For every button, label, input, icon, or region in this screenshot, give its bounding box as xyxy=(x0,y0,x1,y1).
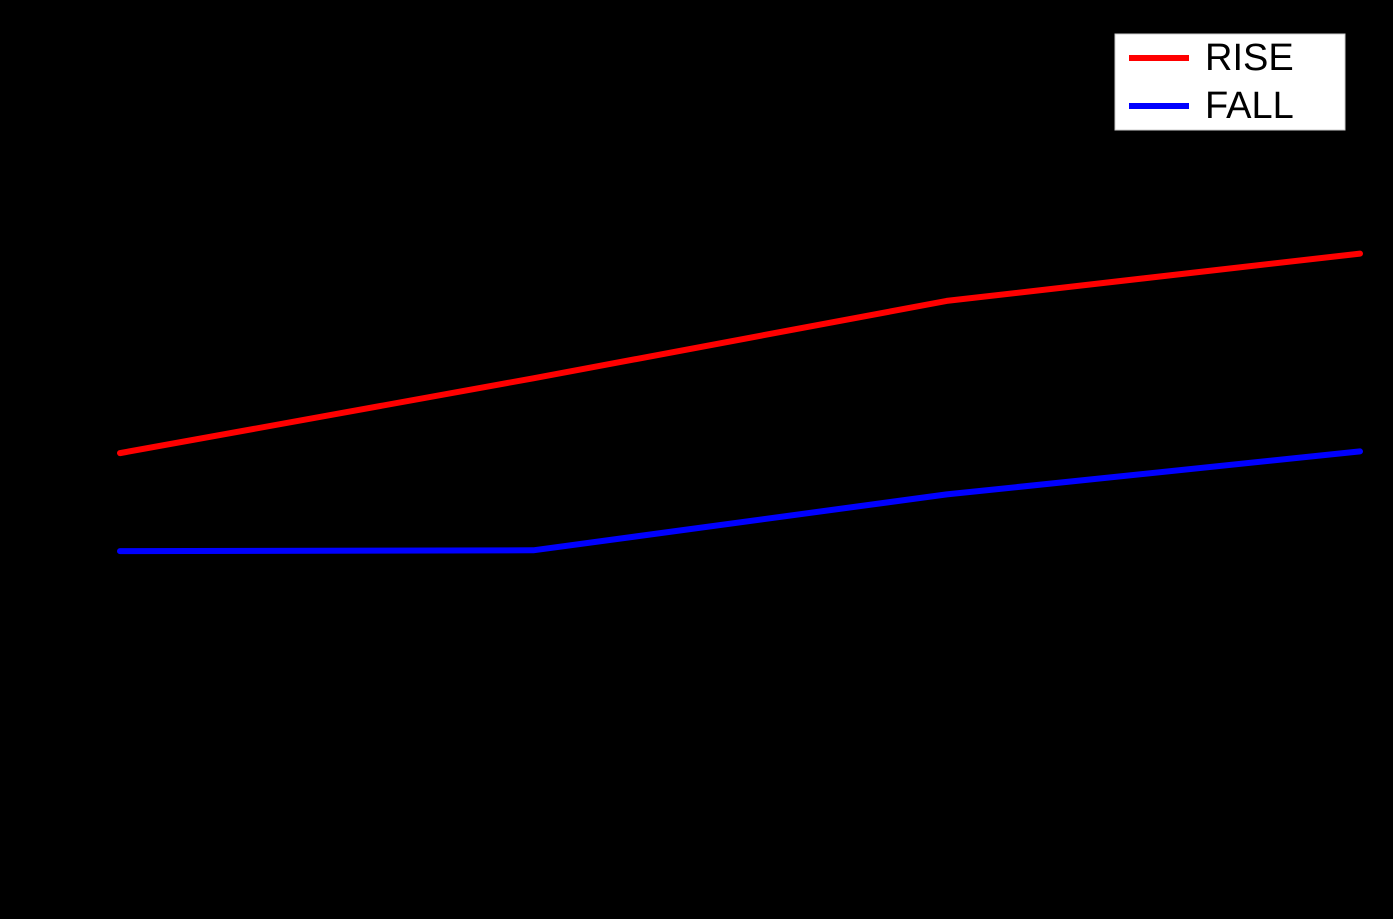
legend-label-rise: RISE xyxy=(1205,37,1294,79)
plot-area xyxy=(120,30,1360,890)
legend: RISE FALL xyxy=(1115,34,1345,130)
legend-label-fall: FALL xyxy=(1205,85,1294,127)
line-chart: RISE FALL xyxy=(0,0,1393,919)
